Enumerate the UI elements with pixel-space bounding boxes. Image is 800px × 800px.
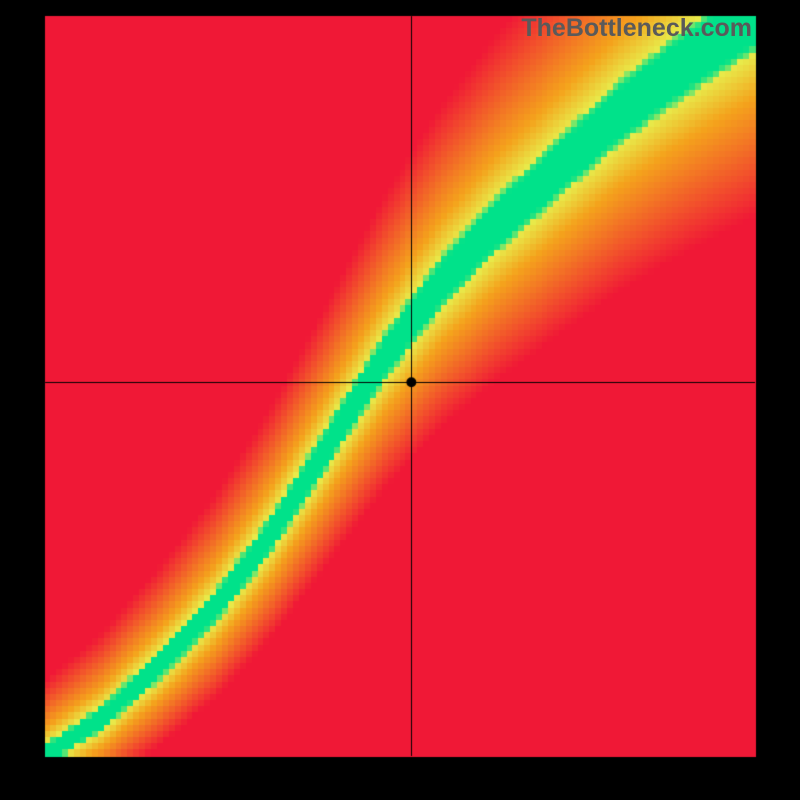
chart-container: TheBottleneck.com <box>0 0 800 800</box>
crosshair-overlay <box>0 0 800 800</box>
watermark-text: TheBottleneck.com <box>521 14 752 43</box>
